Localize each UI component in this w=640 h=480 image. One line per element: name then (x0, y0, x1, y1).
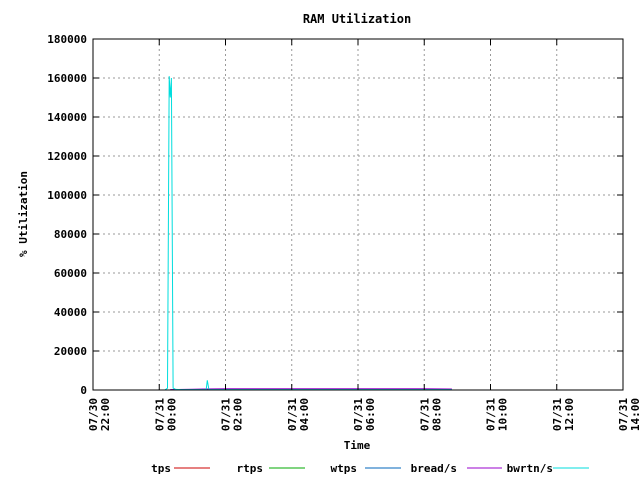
y-tick-label: 180000 (47, 33, 87, 46)
x-tick-label-date: 07/31 (485, 398, 498, 431)
x-axis-label: Time (344, 439, 371, 452)
x-tick-label-time: 12:00 (563, 398, 576, 431)
y-axis-label: % Utilization (17, 171, 30, 257)
x-tick-label-time: 10:00 (497, 398, 510, 431)
y-tick-label: 120000 (47, 150, 87, 163)
x-tick-label-time: 06:00 (364, 398, 377, 431)
legend-label: rtps (237, 462, 264, 475)
x-tick-label-time: 02:00 (232, 398, 245, 431)
y-tick-label: 80000 (54, 228, 87, 241)
y-axis-ticks: 0 20000 40000 60000 80000 100000 120000 140000 1… (47, 33, 623, 397)
legend-label: bread/s (411, 462, 457, 475)
x-tick-label-date: 07/31 (418, 398, 431, 431)
legend: tps rtps wtps bread/s bwrtn/s (151, 462, 589, 475)
x-tick-label-time: 08:00 (430, 398, 443, 431)
y-tick-label: 160000 (47, 72, 87, 85)
y-tick-label: 40000 (54, 306, 87, 319)
x-tick-label-time: 14:00 (629, 398, 640, 431)
x-tick-label-date: 07/31 (220, 398, 233, 431)
x-tick-label-date: 07/31 (153, 398, 166, 431)
y-tick-label: 140000 (47, 111, 87, 124)
x-tick-label-time: 04:00 (298, 398, 311, 431)
legend-label: tps (151, 462, 171, 475)
x-tick-label-date: 07/31 (617, 398, 630, 431)
legend-label: bwrtn/s (507, 462, 553, 475)
series-line-bwrtn-per-s (164, 76, 452, 391)
y-tick-label: 0 (80, 384, 87, 397)
x-tick-label-time: 00:00 (165, 398, 178, 431)
y-tick-label: 60000 (54, 267, 87, 280)
y-tick-label: 100000 (47, 189, 87, 202)
x-axis-ticks: 07/30 22:00 07/31 00:00 07/31 02:00 07/31 04:00… (87, 39, 640, 431)
x-tick-label-date: 07/31 (551, 398, 564, 431)
legend-label: wtps (331, 462, 358, 475)
plot-series (164, 76, 452, 391)
y-tick-label: 20000 (54, 345, 87, 358)
x-tick-label-date: 07/31 (352, 398, 365, 431)
x-tick-label-date: 07/31 (286, 398, 299, 431)
grid-lines (93, 39, 623, 390)
x-tick-label-date: 07/30 (87, 398, 100, 431)
x-tick-label-time: 22:00 (99, 398, 112, 431)
chart-title: RAM Utilization (303, 12, 411, 26)
